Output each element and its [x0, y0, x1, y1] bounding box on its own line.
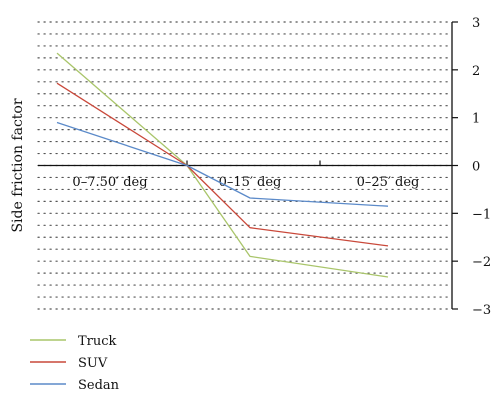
y-tick-label: −2 [472, 255, 491, 270]
y-tick-label: 3 [472, 16, 480, 31]
series-line-suv [56, 82, 389, 247]
y-tick-label: 0 [472, 160, 480, 175]
y-tick-label: −1 [472, 207, 491, 222]
series-lines [56, 52, 389, 278]
legend-label: Truck [78, 334, 117, 349]
y-tick-labels: 3 2 1 0 −1 −2 −3 [472, 16, 491, 318]
x-category-label: 0–25′ deg [357, 175, 420, 190]
legend-label: SUV [78, 356, 108, 371]
x-category-labels: 0–7.50′ deg 0–15′ deg 0–25′ deg [72, 175, 419, 190]
y-axis-title: Side friction factor [10, 98, 26, 232]
axes [38, 21, 458, 310]
series-line-truck [56, 52, 389, 278]
legend: Truck SUV Sedan [30, 334, 120, 393]
x-category-label: 0–15′ deg [219, 175, 282, 190]
x-category-label: 0–7.50′ deg [72, 175, 147, 190]
y-tick-label: 1 [472, 112, 480, 127]
y-tick-label: 2 [472, 64, 480, 79]
series-line-sedan [56, 121, 389, 207]
y-tick-label: −3 [472, 303, 491, 318]
legend-label: Sedan [78, 378, 120, 393]
